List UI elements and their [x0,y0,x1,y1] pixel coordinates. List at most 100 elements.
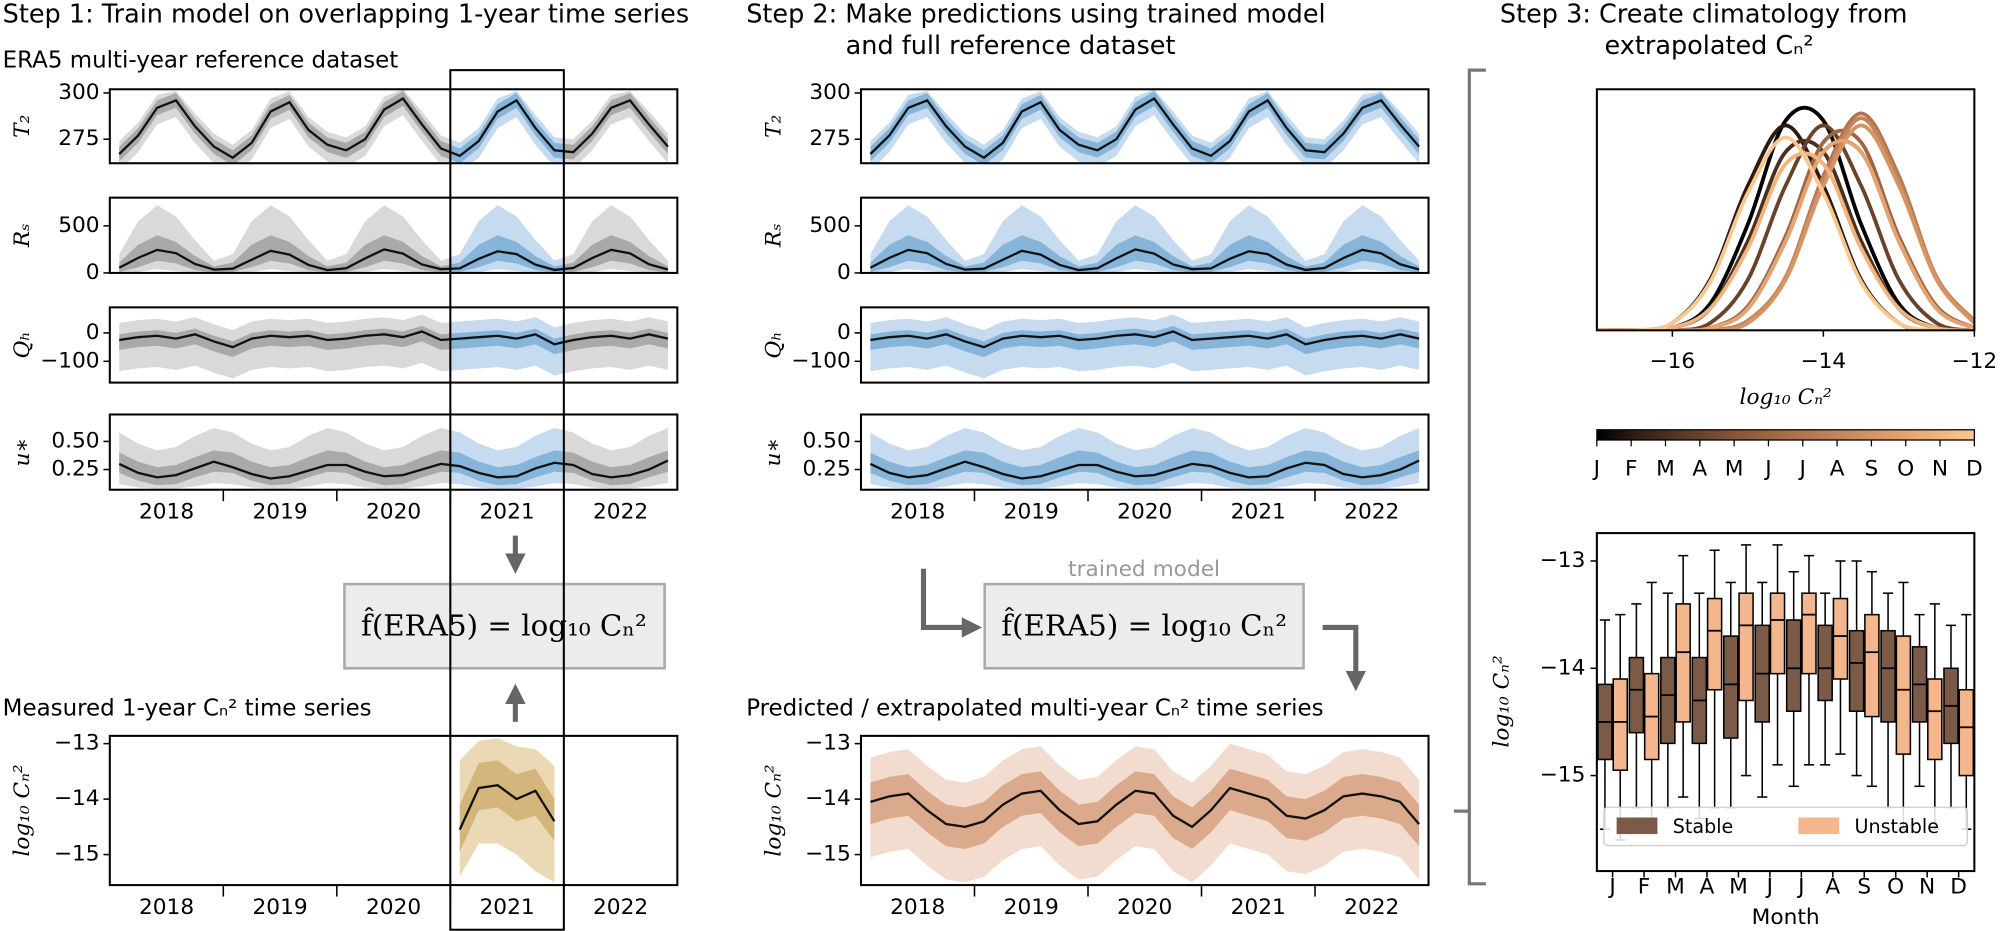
x-axis-label: log₁₀ Cₙ² [1740,385,1832,410]
y-tick-label: −15 [805,842,851,867]
panel-frame [1595,532,1976,873]
box [1958,688,1975,777]
box [1832,597,1849,680]
x-tick-label: N [1919,875,1935,900]
colorbar-label: S [1865,456,1879,481]
y-tick-label: −100 [40,348,100,373]
panel [118,89,669,164]
colorbar-label: D [1966,456,1983,481]
x-tick-label: 2020 [1117,500,1172,525]
step3-title: Step 3: Create climatology from [1500,0,1908,29]
y-tick-label: −13 [54,731,100,756]
x-tick-label: F [1638,875,1650,900]
panel [118,427,669,489]
median-line [118,248,669,272]
x-tick-label: 2018 [890,895,945,920]
y-tick-label: 300 [809,80,850,105]
box [1675,603,1691,723]
kde-curve [1596,151,1975,331]
inner-band [870,768,1420,850]
arrow [1322,624,1367,692]
x-tick-label: J [1796,875,1804,900]
y-axis-label: u∗ [10,438,35,467]
panel [870,743,1420,883]
step1-title: Step 1: Train model on overlapping 1-yea… [3,0,689,29]
box [1864,613,1880,718]
colorbar-label: J [1592,456,1600,481]
y-axis-label: Qₕ [10,331,35,358]
colorbar-label: F [1625,456,1637,481]
median-line [458,784,556,831]
kde-curve [1596,135,1975,331]
x-tick-label: 2020 [366,500,421,525]
x-tick-label: 2018 [139,895,194,920]
x-tick-label: 2020 [366,895,421,920]
y-tick-label: −15 [54,842,100,867]
outer-band [119,89,668,164]
measured-label: Measured 1-year Cₙ² time series [3,696,372,722]
legend-swatch [1798,817,1840,835]
inner-band [870,91,1420,164]
kde-curve [1596,123,1975,331]
panel [118,205,669,273]
box [1612,678,1629,771]
inner-band [450,92,564,164]
y-axis-label: T₂ [10,115,35,138]
colorbar-label: A [1830,456,1845,481]
y-axis-label: T₂ [761,115,786,138]
y-tick-label: 0.50 [803,428,851,453]
model-note: trained model [1068,557,1220,582]
model-equation: f̂(ERA5) = log₁₀ Cₙ² [361,607,647,642]
box [1738,592,1754,702]
bracket [1467,68,1486,886]
y-axis-label: Rₛ [761,223,786,248]
x-tick-label: 2021 [1231,895,1286,920]
colorbar-label: N [1932,456,1948,481]
x-tick-label: −14 [1800,349,1846,374]
panel [869,427,1420,489]
x-tick-label: −12 [1951,349,1997,374]
panel-frame [108,88,679,165]
y-tick-label: 0.50 [51,428,99,453]
x-tick-label: 2019 [252,895,307,920]
inner-band [870,325,1420,358]
box [1927,678,1943,761]
highlight-panel [450,91,564,164]
legend-swatch [1616,817,1658,835]
box [1895,635,1912,755]
box [1706,597,1723,691]
arrow [920,568,983,638]
panel [119,314,669,379]
x-tick-label: 2019 [252,500,307,525]
model-box [343,582,666,670]
box [1660,656,1676,745]
median-line [118,459,669,480]
panel-frame [108,734,679,887]
panel-frame [859,413,1430,491]
x-tick-label: A [1825,875,1840,900]
legend-frame [1603,806,1968,847]
x-tick-label: O [1887,875,1904,900]
inner-band [119,91,668,164]
inner-band [450,235,564,273]
panel [458,738,556,883]
reference-label: ERA5 multi-year reference dataset [3,48,399,74]
kde-panel [1596,105,1975,331]
y-tick-label: 0 [86,260,100,285]
panel-frame [108,413,679,491]
x-tick-label: 2022 [1344,895,1399,920]
x-tick-label: J [1765,875,1773,900]
colorbar-label: M [1656,456,1675,481]
y-tick-label: 0 [86,320,100,345]
x-tick-label: 2021 [1231,500,1286,525]
box [1769,592,1786,675]
panel [870,314,1420,379]
y-tick-label: −15 [1540,763,1586,788]
panel-frame [859,734,1430,887]
x-tick-label: 2021 [480,895,535,920]
box [1628,656,1645,734]
x-tick-label: 2018 [890,500,945,525]
colorbar [1596,429,1975,441]
y-tick-label: −14 [54,786,100,811]
